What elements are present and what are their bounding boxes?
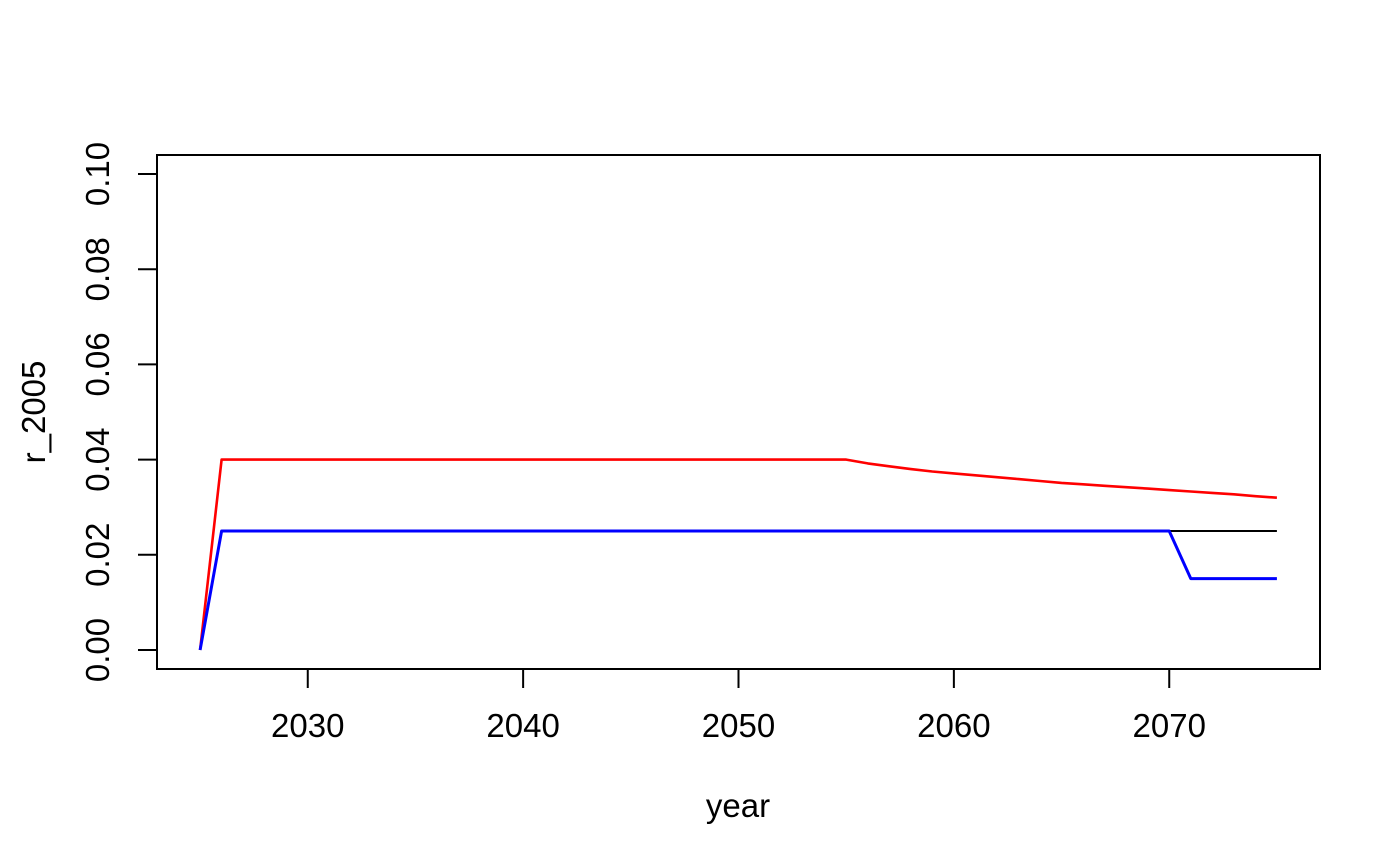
x-tick-label: 2030 — [271, 707, 344, 744]
red-line — [198, 458, 1277, 651]
y-tick-label: 0.04 — [79, 427, 116, 491]
y-tick-label: 0.06 — [79, 332, 116, 396]
blue-line — [198, 529, 1277, 651]
series-layer — [198, 458, 1277, 651]
y-axis-title: r_2005 — [15, 361, 52, 464]
black-line — [199, 530, 1277, 651]
x-tick-label: 2070 — [1133, 707, 1206, 744]
y-tick-label: 0.00 — [79, 618, 116, 682]
plot-frame — [156, 154, 1321, 670]
x-axis-title: year — [706, 787, 770, 824]
axis-layer: 2030 2040 2050 2060 2070 0.00 0.02 0.04 0.06 0.08… — [79, 142, 1321, 744]
x-tick-label: 2050 — [702, 707, 775, 744]
y-tick-label: 0.08 — [79, 237, 116, 301]
x-tick-label: 2040 — [486, 707, 559, 744]
x-tick-label: 2060 — [917, 707, 990, 744]
y-tick-label: 0.02 — [79, 523, 116, 587]
y-tick-label: 0.10 — [79, 142, 116, 206]
